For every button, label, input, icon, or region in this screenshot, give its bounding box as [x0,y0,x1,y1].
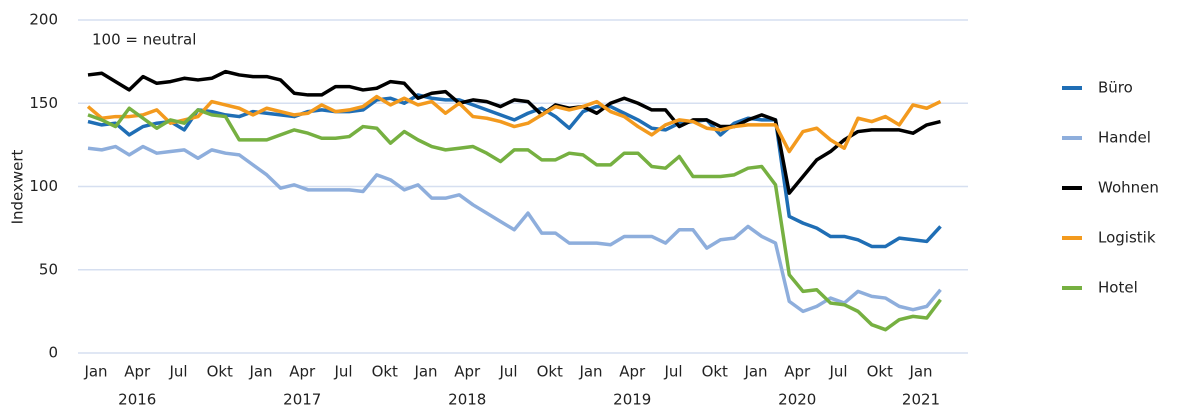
legend-label: Hotel [1098,279,1138,297]
y-tick-label: 150 [29,94,58,112]
x-tick-label: Apr [619,363,646,381]
x-tick-label: Jan [83,363,107,381]
x-tick-label: Okt [372,363,398,381]
x-tick-label: Okt [867,363,893,381]
y-tick-label: 200 [29,11,58,29]
year-label: 2018 [448,391,486,409]
series-line [87,69,941,195]
x-tick-label: Apr [289,363,316,381]
x-tick-label: Jan [248,363,272,381]
x-tick-label: Jul [828,363,847,381]
legend-label: Büro [1098,79,1133,97]
x-tick-label: Apr [124,363,151,381]
annotation: 100 = neutral [92,31,196,49]
legend-label: Handel [1098,129,1151,147]
x-tick-label: Apr [454,363,481,381]
year-label: 2021 [902,391,940,409]
x-tick-label: Jan [578,363,602,381]
x-tick-label: Jan [908,363,932,381]
y-tick-label: 0 [48,344,58,362]
x-tick-label: Jul [498,363,517,381]
legend-label: Wohnen [1098,179,1159,197]
series-line [86,94,942,154]
x-tick-label: Jan [743,363,767,381]
year-label: 2017 [283,391,321,409]
x-tick-label: Jul [333,363,352,381]
x-tick-label: Apr [784,363,811,381]
year-label: 2020 [778,391,816,409]
legend-label: Logistik [1098,229,1156,247]
year-label: 2019 [613,391,651,409]
x-tick-label: Okt [702,363,728,381]
x-tick-label: Jan [413,363,437,381]
y-tick-label: 100 [29,177,58,195]
y-tick-label: 50 [39,260,58,278]
x-tick-label: Jul [663,363,682,381]
series-line [87,93,942,249]
x-tick-label: Okt [207,363,233,381]
series-line [87,144,942,314]
series-line [87,106,942,332]
year-label: 2016 [118,391,156,409]
x-tick-label: Jul [168,363,187,381]
y-axis-label: Indexwert [9,149,27,224]
x-tick-label: Okt [537,363,563,381]
